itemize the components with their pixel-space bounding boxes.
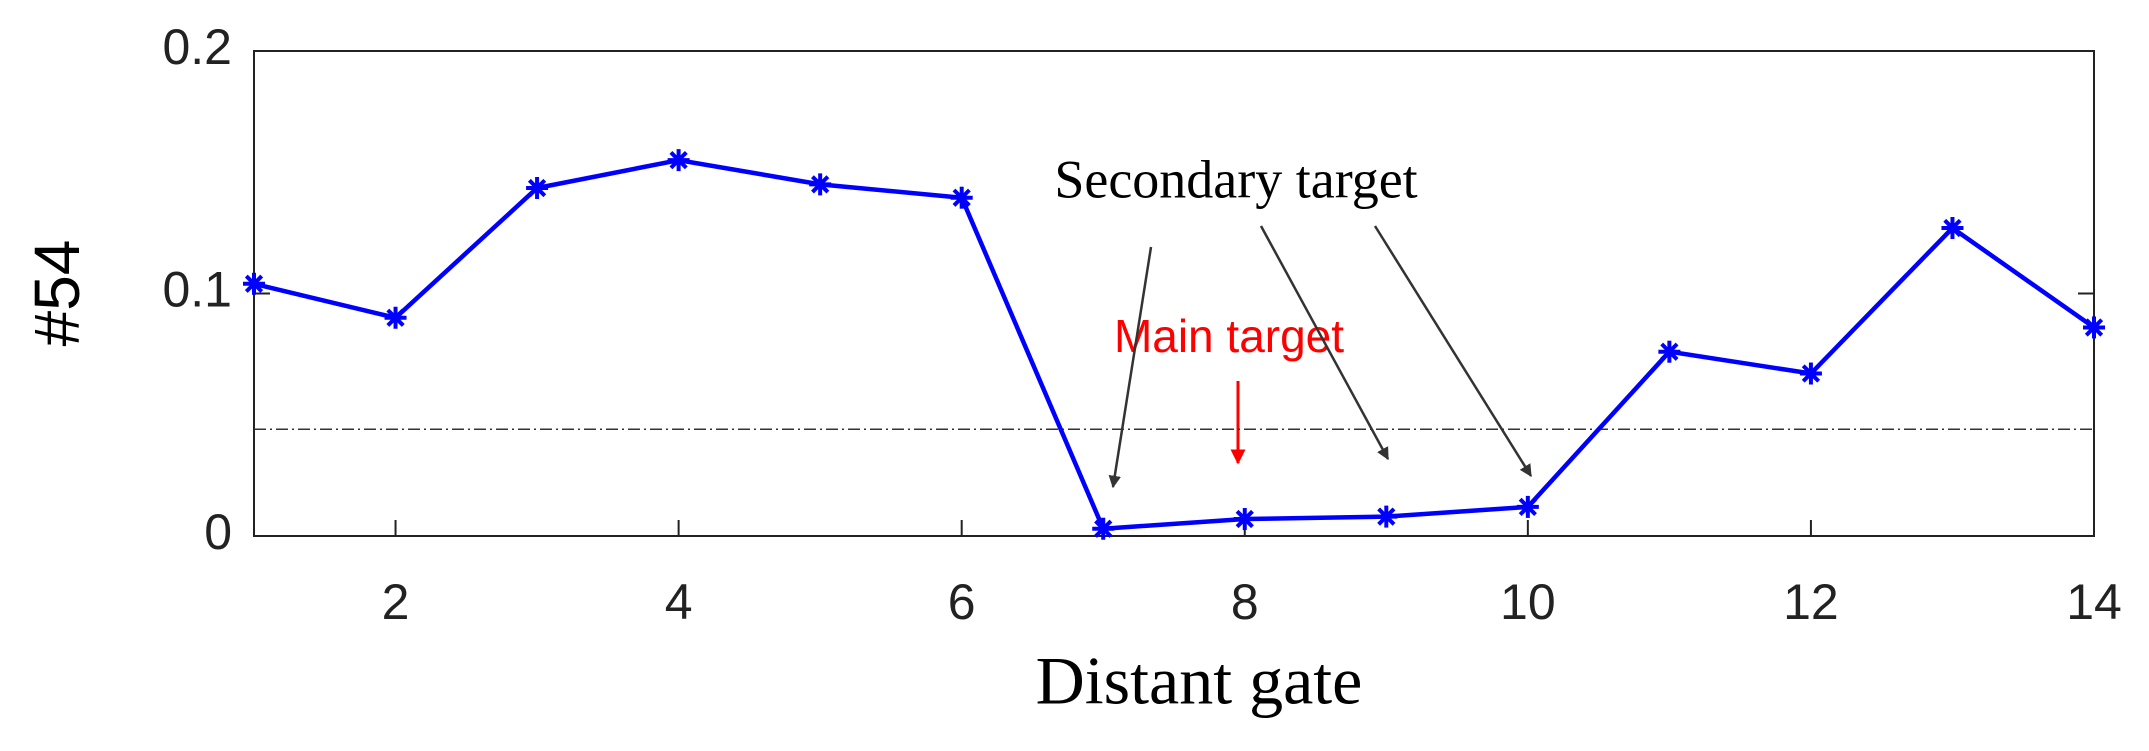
- y-tick-label: 0.2: [162, 19, 232, 75]
- y-tick-label: 0: [204, 504, 232, 560]
- marker-stroke: [527, 178, 547, 198]
- x-tick-label: 14: [2066, 574, 2122, 630]
- x-axis-label: Distant gate: [1036, 643, 1363, 719]
- marker-stroke: [1660, 342, 1679, 361]
- marker-stroke: [952, 188, 971, 207]
- marker: [1092, 517, 1115, 540]
- marker-stroke: [1094, 519, 1113, 538]
- marker-stroke: [811, 175, 830, 194]
- y-axis-label: #54: [21, 240, 93, 347]
- marker: [1516, 495, 1539, 518]
- annotation: Secondary target: [1054, 149, 1417, 209]
- x-tick-label: 4: [665, 574, 693, 630]
- plot-frame: [253, 50, 2095, 537]
- marker: [2083, 316, 2105, 339]
- marker: [809, 173, 832, 196]
- marker: [1658, 340, 1681, 363]
- marker: [526, 177, 549, 200]
- marker: [1233, 508, 1256, 531]
- marker: [667, 149, 690, 172]
- marker: [384, 306, 407, 329]
- marker-stroke: [1235, 509, 1254, 529]
- marker-stroke: [669, 151, 688, 170]
- y-tick-label: 0.1: [162, 262, 232, 318]
- marker: [950, 186, 973, 209]
- marker-stroke: [1801, 364, 1821, 383]
- arrows: [1108, 225, 1533, 489]
- marker-stroke: [1377, 507, 1396, 526]
- marker: [243, 272, 265, 295]
- x-tick-label: 10: [1500, 574, 1556, 630]
- x-tick-label: 8: [1231, 574, 1259, 630]
- marker-stroke: [1943, 218, 1962, 238]
- marker: [1375, 505, 1398, 528]
- x-tick-label: 6: [948, 574, 976, 630]
- marker: [1941, 217, 1964, 240]
- marker-stroke: [386, 308, 405, 327]
- series-line: [253, 157, 2096, 532]
- marker-stroke: [244, 274, 264, 293]
- annotation: Main target: [1114, 310, 1344, 362]
- x-tick-label: 12: [1783, 574, 1839, 630]
- marker: [1799, 362, 1822, 385]
- x-tick-label: 2: [382, 574, 410, 630]
- marker-stroke: [2084, 318, 2104, 337]
- marker-stroke: [1518, 497, 1537, 517]
